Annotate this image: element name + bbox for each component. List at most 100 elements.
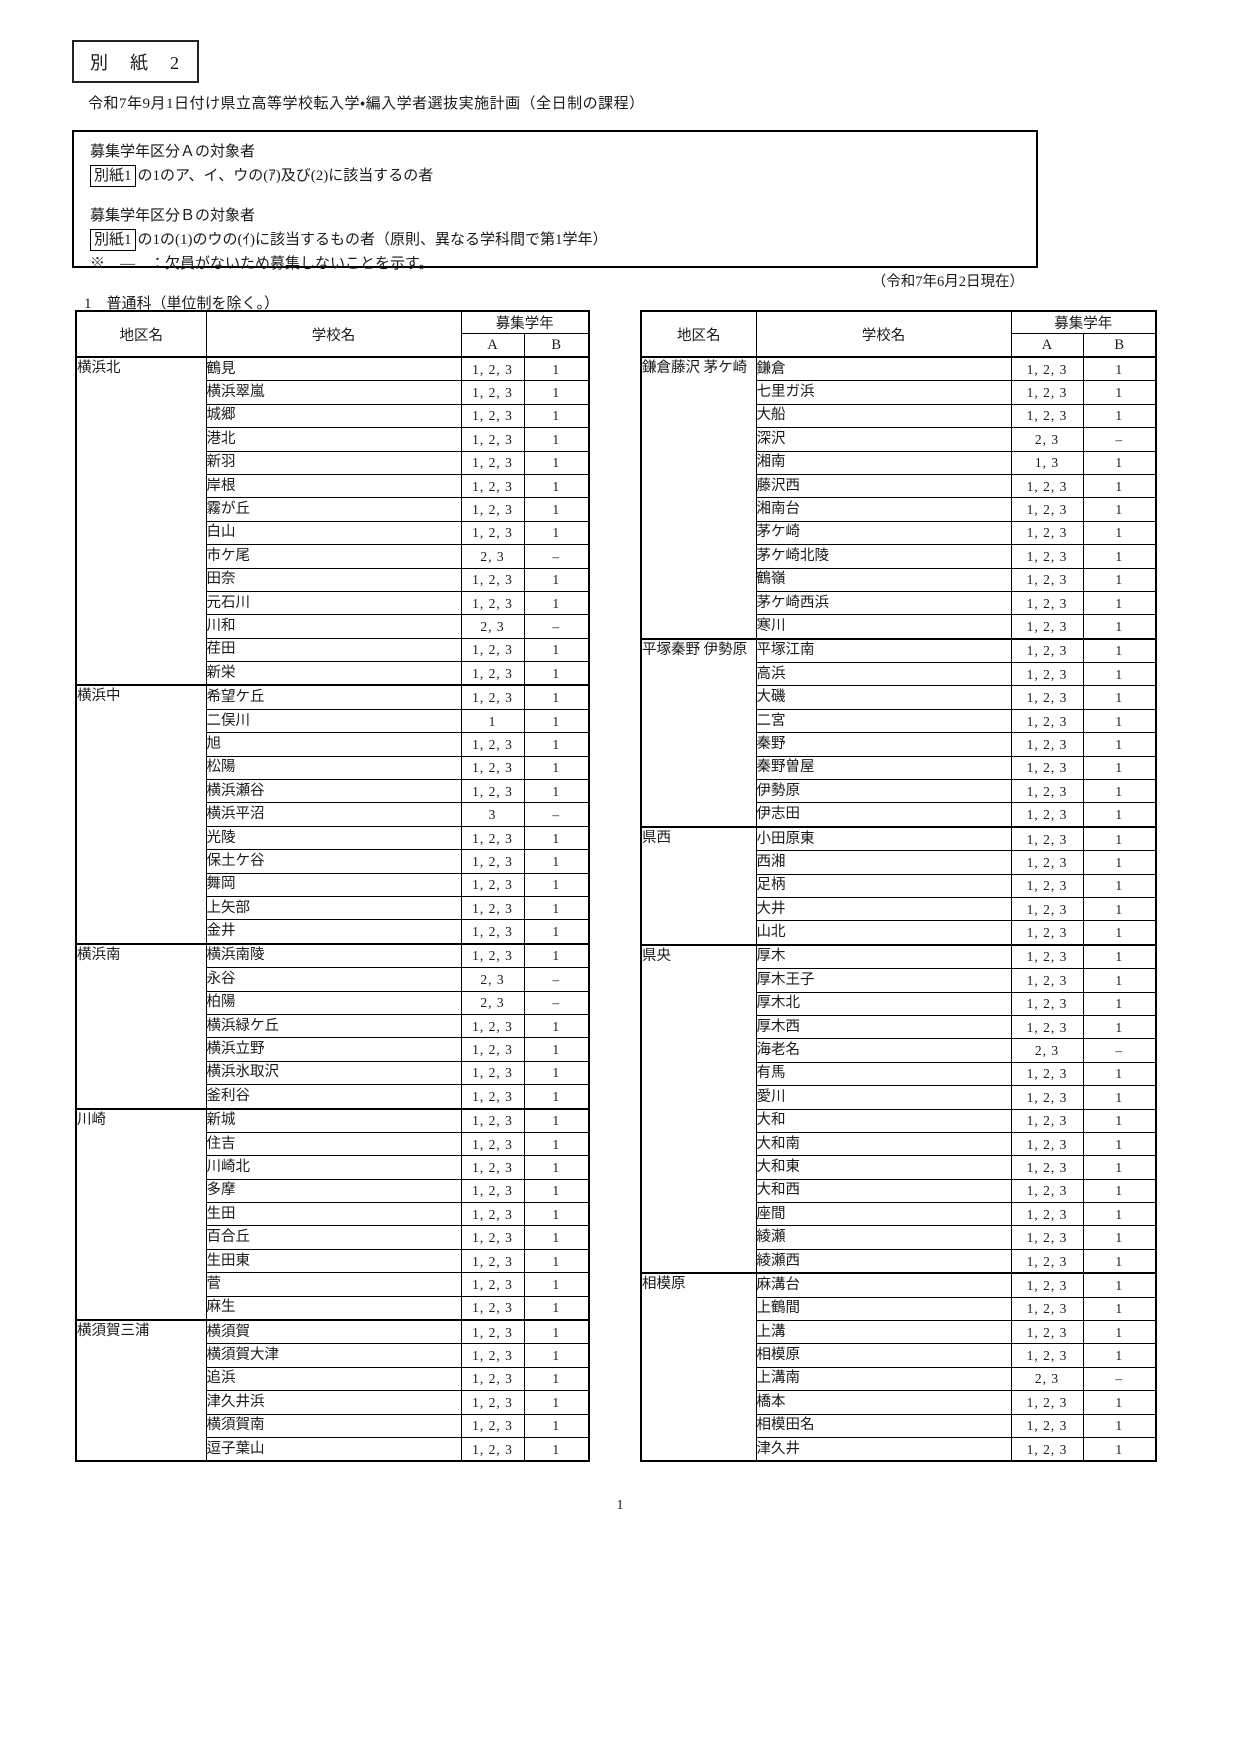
school-name-cell: 伊志田 — [755, 802, 1012, 828]
grade-b-cell: 1 — [1082, 850, 1157, 875]
grade-a-cell: 1, 2, 3 — [460, 520, 525, 546]
grade-a-cell: 1, 2, 3 — [1010, 637, 1084, 664]
school-name-cell: 荏田 — [205, 637, 462, 663]
grade-a-cell: 3 — [460, 802, 525, 827]
grade-b-cell: 1 — [1082, 1061, 1157, 1087]
grade-a-cell: 1, 2, 3 — [1010, 497, 1084, 522]
school-name-cell: 西湘 — [755, 850, 1012, 875]
header-school: 学校名 — [755, 310, 1012, 358]
grade-b-cell: 1 — [523, 1060, 590, 1086]
school-name-cell: 茅ケ崎北陵 — [755, 544, 1012, 569]
table-row: 二俣川 1 1 — [76, 708, 590, 734]
school-name-cell: 上矢部 — [205, 895, 462, 921]
grade-b-cell: 1 — [523, 1319, 590, 1345]
grade-a-cell: 1, 2, 3 — [460, 1107, 525, 1133]
grade-a-cell: 1, 2, 3 — [1010, 1413, 1084, 1438]
school-name-cell: 城郷 — [205, 403, 462, 429]
grade-a-cell: 1, 2, 3 — [460, 1366, 525, 1392]
grade-b-cell: 1 — [1082, 1202, 1157, 1227]
grade-a-cell: 1, 2, 3 — [460, 637, 525, 663]
grade-b-cell: 1 — [1082, 614, 1157, 640]
grade-a-cell: 1 — [460, 708, 525, 734]
grade-b-cell: 1 — [1082, 1436, 1157, 1462]
grade-a-cell: 1, 2, 3 — [1010, 873, 1084, 898]
attachment-tag-label: 別 紙 2 — [90, 53, 181, 73]
grade-a-cell: 1, 2, 3 — [460, 427, 525, 452]
grade-b-cell: 1 — [1082, 873, 1157, 898]
school-name-cell: 多摩 — [205, 1178, 462, 1204]
school-name-cell: 追浜 — [205, 1366, 462, 1392]
grade-b-cell: – — [523, 967, 590, 992]
grade-b-cell: 1 — [1082, 520, 1157, 546]
grade-b-cell: 1 — [523, 450, 590, 475]
school-name-cell: 足柄 — [755, 873, 1012, 898]
page-number: 1 — [616, 1498, 624, 1513]
school-name-cell: 逗子葉山 — [205, 1436, 462, 1462]
grade-a-cell: 1, 2, 3 — [1010, 685, 1084, 710]
grade-b-cell: 1 — [1082, 779, 1157, 804]
grade-a-cell: 1, 2, 3 — [460, 1413, 525, 1438]
grade-b-cell: 1 — [523, 1225, 590, 1250]
table-row: 永谷 2, 3– — [76, 967, 590, 992]
school-name-cell: 横浜瀬谷 — [205, 779, 462, 804]
grade-b-cell: 1 — [1082, 708, 1157, 734]
school-name-cell: 愛川 — [755, 1085, 1012, 1110]
school-name-cell: 上溝 — [755, 1320, 1012, 1345]
grade-b-cell: 1 — [523, 1107, 590, 1133]
grade-a-cell: 1, 2, 3 — [460, 356, 525, 382]
ref-besshi1-b: 別紙1 — [90, 229, 136, 251]
grade-a-cell: 1, 2, 3 — [460, 755, 525, 781]
grade-a-cell: 1, 2, 3 — [460, 1155, 525, 1180]
grade-b-cell: – — [1082, 1366, 1157, 1392]
grade-b-cell: 1 — [1082, 943, 1157, 970]
grade-a-cell: 2, 3 — [460, 544, 525, 569]
grade-a-cell: 1, 2, 3 — [460, 1295, 525, 1321]
grade-a-cell: 1, 2, 3 — [460, 567, 525, 592]
school-name-cell: 鎌倉 — [755, 356, 1012, 382]
district-cell: 横須賀三浦 — [75, 1319, 207, 1462]
grade-a-cell: 1, 2, 3 — [460, 1037, 525, 1062]
school-name-cell: 新栄 — [205, 661, 462, 686]
grade-a-cell: 1, 2, 3 — [1010, 544, 1084, 569]
grade-a-cell: 1, 2, 3 — [460, 779, 525, 804]
school-name-cell: 綾瀬 — [755, 1225, 1012, 1250]
as-of-date: （令和7年6月2日現在） — [871, 274, 1024, 290]
grade-b-cell: 1 — [1082, 356, 1157, 382]
grade-b-cell: 1 — [1082, 1343, 1157, 1368]
grade-b-cell: 1 — [523, 1295, 590, 1321]
grade-a-cell: 1, 2, 3 — [460, 1178, 525, 1204]
grade-a-cell: 1, 2, 3 — [1010, 1108, 1084, 1133]
grade-b-cell: 1 — [1082, 637, 1157, 664]
grade-a-cell: 1, 2, 3 — [1010, 1061, 1084, 1087]
notice-box: 募集学年区分Ａの対象者 別紙1 の1のア、イ、ウの(ｱ)及び(2)に該当するの者 … — [72, 130, 1038, 272]
school-name-cell: 二宮 — [755, 708, 1012, 734]
school-name-cell: 港北 — [205, 427, 462, 452]
grade-a-cell: 1, 2, 3 — [460, 1013, 525, 1039]
grade-a-cell: 2, 3 — [460, 967, 525, 992]
school-name-cell: 金井 — [205, 919, 462, 945]
document-title: 令和7年9月1日付け県立高等学校転入学・編入学者選抜実施計画（全日制の課程） — [88, 96, 645, 112]
category-a-heading: 募集学年区分Ａの対象者 — [90, 144, 256, 160]
grade-b-cell: 1 — [1082, 497, 1157, 522]
grade-b-cell: 1 — [1082, 403, 1157, 429]
grade-b-cell: 1 — [523, 1390, 590, 1415]
header-col-a: A — [460, 333, 525, 358]
